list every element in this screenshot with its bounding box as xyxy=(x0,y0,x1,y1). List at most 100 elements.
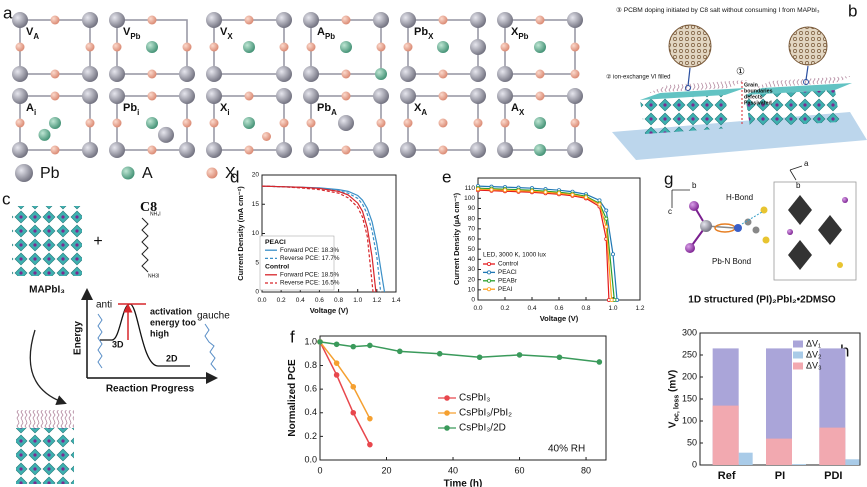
x-atom xyxy=(112,118,122,128)
legend-label: CsPbI₃ xyxy=(459,393,490,404)
pb-atom xyxy=(338,115,354,131)
legend-label: Forward PCE: 18.5% xyxy=(280,271,340,278)
legend-box xyxy=(259,235,335,291)
y-tick-label: 5 xyxy=(255,259,259,266)
a-atom xyxy=(243,41,255,53)
x-tick-label: 1.4 xyxy=(391,297,400,304)
x-atom xyxy=(403,42,413,52)
series-marker xyxy=(611,252,616,257)
label-sub: X xyxy=(227,32,233,41)
x-atom xyxy=(50,145,60,155)
y-tick-label: 30 xyxy=(468,266,476,273)
sub-label: XA xyxy=(414,102,427,117)
x-tick-label: 0.6 xyxy=(554,305,563,312)
x-atom xyxy=(279,42,289,52)
perovskite-lattice xyxy=(12,206,82,276)
y-tick-label: 10 xyxy=(468,287,476,294)
x-atom xyxy=(50,69,60,79)
label-main: X xyxy=(220,102,228,114)
pb-atom xyxy=(373,88,389,104)
label-main: Pb xyxy=(317,102,331,114)
pb-atom xyxy=(497,66,513,82)
pb-atom xyxy=(497,142,513,158)
label-main: Pb xyxy=(414,26,428,38)
legend-label: CsPbI₃/2D xyxy=(459,423,506,434)
h-bond xyxy=(741,211,763,225)
panel-c-illustration xyxy=(12,206,216,484)
label-main: A xyxy=(26,102,34,114)
pb-atom xyxy=(109,142,125,158)
pb-atom xyxy=(470,66,486,82)
legend-marker xyxy=(486,261,491,266)
x-tick-label: 80 xyxy=(581,465,591,475)
iodine-atom xyxy=(689,201,699,211)
y-tick-label: 80 xyxy=(468,215,476,222)
x-atom xyxy=(85,118,95,128)
y-tick-label: 70 xyxy=(468,226,476,233)
y-tick-label: 110 xyxy=(465,185,476,192)
y-tick-label: 200 xyxy=(682,371,697,381)
axis-letter: c xyxy=(668,207,672,216)
amine-label: NH3I xyxy=(148,273,159,279)
x-tick-label: 0.2 xyxy=(277,297,286,304)
legend-swatch xyxy=(793,351,803,359)
perovskite-label: MAPbI₃ xyxy=(29,285,65,296)
y-tick-label: 0.4 xyxy=(304,407,317,417)
caption: 1D structured (PI)₂PbI₂•2DMSO xyxy=(688,295,836,306)
x-tick-label: 0.4 xyxy=(527,305,536,312)
molecule-label: C8 xyxy=(140,200,157,215)
axis-letter: a xyxy=(804,159,809,168)
x-atom xyxy=(570,42,580,52)
step-1-text: ① xyxy=(736,67,745,78)
pb-atom xyxy=(567,88,583,104)
series-marker xyxy=(367,415,373,422)
x-tick-label: 0.0 xyxy=(473,305,482,312)
octahedron xyxy=(788,240,812,270)
series-marker xyxy=(350,383,357,390)
axis-letter: b xyxy=(692,181,697,190)
pb-atom xyxy=(82,66,98,82)
x-atom xyxy=(570,69,580,79)
y-tick-label: 0 xyxy=(471,297,475,304)
y-tick-label: 50 xyxy=(687,437,697,447)
pb-atom xyxy=(567,12,583,28)
legend-label: ΔV₂ xyxy=(806,349,822,359)
a-atom xyxy=(146,117,158,129)
a-atom xyxy=(437,41,449,53)
x-legend-atom xyxy=(206,167,218,179)
annotation: H-Bond xyxy=(726,193,753,202)
x-atom xyxy=(535,91,545,101)
iodine-atom xyxy=(685,243,695,253)
ligand-layer xyxy=(16,410,74,428)
x-atom xyxy=(535,15,545,25)
x-tick-label: 0.0 xyxy=(257,297,266,304)
y-tick-label: 0.6 xyxy=(304,384,317,394)
pb-atom xyxy=(206,66,222,82)
panel-label: a xyxy=(3,3,13,22)
plus-sign: + xyxy=(93,233,102,250)
a-atom xyxy=(534,41,546,53)
x-atom xyxy=(244,145,254,155)
sub-label: VA xyxy=(26,26,39,41)
conformer-label: anti xyxy=(96,300,112,311)
x-atom xyxy=(147,69,157,79)
series-marker xyxy=(604,208,609,213)
pb-atom xyxy=(109,66,125,82)
a-legend-atom xyxy=(121,166,135,180)
legend-marker xyxy=(486,270,491,275)
label-sub: i xyxy=(137,108,139,117)
pb-legend-atom xyxy=(15,164,33,182)
legend-label: X xyxy=(225,165,236,182)
pb-atom xyxy=(400,66,416,82)
sub-label: Ai xyxy=(26,102,36,117)
sub-label: XPb xyxy=(511,26,529,41)
anti-chain xyxy=(97,313,103,369)
x-tick-label: PI xyxy=(775,470,785,482)
c8-chain xyxy=(141,217,149,273)
label-sub: oc, loss xyxy=(672,395,681,422)
slab-top xyxy=(640,88,745,100)
x-atom xyxy=(147,145,157,155)
label-main: X xyxy=(414,102,422,114)
panel-label: b xyxy=(848,1,857,20)
y-tick-label: 20 xyxy=(252,172,260,179)
